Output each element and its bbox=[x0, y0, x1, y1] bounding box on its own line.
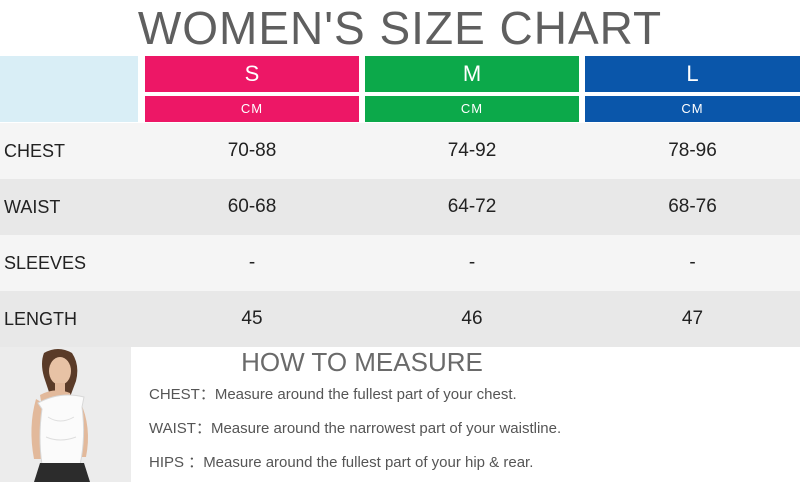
measure-desc: Measure around the narrowest part of you… bbox=[210, 420, 562, 437]
table-row-waist: WAIST 60-68 64-72 68-76 bbox=[0, 179, 800, 235]
measure-key: HIPS ： bbox=[149, 454, 204, 471]
chart-title: WOMEN'S SIZE CHART bbox=[137, 2, 663, 54]
size-l-unit: CM bbox=[585, 96, 800, 122]
measure-item-hips: HIPS ：Measure around the fullest part of… bbox=[149, 452, 533, 474]
measure-item-chest: CHEST：Measure around the fullest part of… bbox=[149, 384, 517, 406]
size-m-unit: CM bbox=[365, 96, 579, 122]
table-row-length: LENGTH 45 46 47 bbox=[0, 291, 800, 347]
cell-s: 45 bbox=[241, 308, 263, 329]
row-label: LENGTH bbox=[4, 309, 78, 329]
cell-l: 68-76 bbox=[668, 196, 717, 217]
size-s-unit: CM bbox=[145, 96, 359, 122]
cell-m: 46 bbox=[461, 308, 483, 329]
measure-desc: Measure around the fullest part of your … bbox=[214, 386, 517, 403]
size-s-header: S bbox=[145, 56, 359, 92]
cell-s: 60-68 bbox=[227, 196, 277, 217]
cell-l: 78-96 bbox=[668, 140, 717, 161]
cell-l: 47 bbox=[681, 308, 704, 329]
size-l-header: L bbox=[585, 56, 800, 92]
row-label: WAIST bbox=[4, 197, 61, 217]
table-row-chest: CHEST 70-88 74-92 78-96 bbox=[0, 123, 800, 179]
row-label: CHEST bbox=[4, 141, 66, 161]
how-to-measure-title: HOW TO MEASURE bbox=[241, 347, 483, 377]
header-blank-cell bbox=[0, 56, 138, 122]
measure-item-waist: WAIST：Measure around the narrowest part … bbox=[149, 418, 561, 440]
cell-s: - bbox=[248, 252, 256, 273]
cell-m: - bbox=[468, 252, 476, 273]
model-illustration bbox=[0, 347, 131, 482]
measure-desc: Measure around the fullest part of your … bbox=[203, 454, 534, 471]
row-label: SLEEVES bbox=[4, 253, 87, 273]
cell-m: 74-92 bbox=[447, 140, 497, 161]
measure-key: WAIST： bbox=[149, 420, 211, 437]
model-photo bbox=[0, 347, 131, 482]
table-row-sleeves: SLEEVES - - - bbox=[0, 235, 800, 291]
cell-m: 64-72 bbox=[447, 196, 497, 217]
size-m-header: M bbox=[365, 56, 579, 92]
measure-key: CHEST： bbox=[149, 386, 215, 403]
cell-l: - bbox=[689, 252, 696, 273]
cell-s: 70-88 bbox=[227, 140, 277, 161]
